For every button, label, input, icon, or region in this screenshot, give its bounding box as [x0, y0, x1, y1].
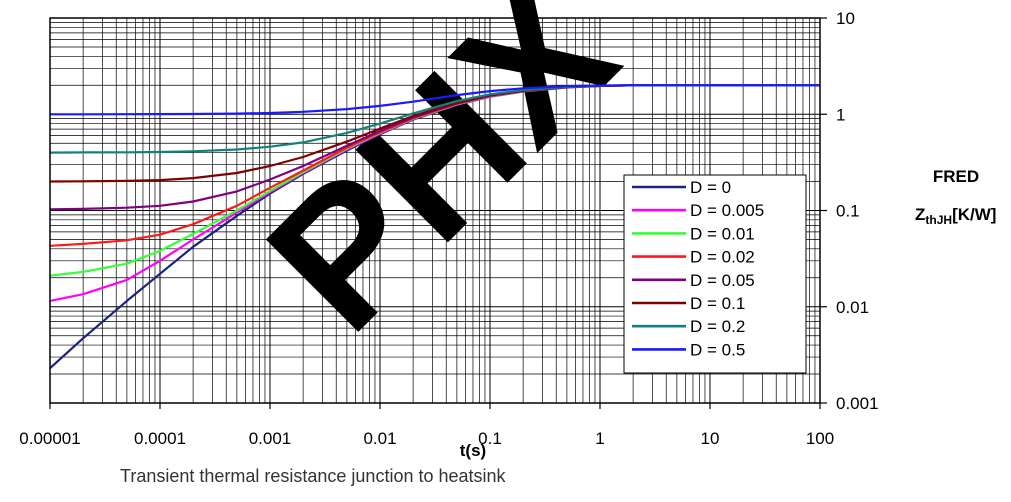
watermark-text: PHX — [228, 0, 654, 370]
x-tick-label: 0.0001 — [134, 429, 186, 448]
y-tick-labels: 10 1 0.1 0.01 0.001 — [836, 9, 879, 413]
legend-entry: D = 0.1 — [690, 294, 745, 313]
series-layer — [49, 84, 820, 370]
x-tick-label: 100 — [806, 429, 834, 448]
legend-entry: D = 0 — [690, 178, 731, 197]
legend-box — [623, 174, 807, 374]
x-tick-label: 0.001 — [249, 429, 292, 448]
y-tick-label: 10 — [836, 9, 855, 28]
y-tick-label: 0.001 — [836, 394, 879, 413]
y-axis-label-main: Z — [915, 205, 925, 224]
y-tick-label: 1 — [836, 105, 845, 124]
series-line — [50, 84, 820, 116]
y-tick-label: 0.1 — [836, 202, 860, 221]
legend: D = 0 D = 0.005 D = 0.01 D = 0.02 D = 0.05 D … — [623, 174, 807, 374]
y-axis-label-line1: FRED — [933, 167, 979, 186]
y-axis-label-sub: thJH — [925, 213, 952, 227]
legend-entry: D = 0.02 — [690, 248, 755, 267]
legend-entry: D = 0.01 — [690, 224, 755, 243]
x-tick-label: 0.1 — [478, 429, 502, 448]
caption: Transient thermal resistance junction to… — [120, 466, 506, 486]
x-axis-label: t(s) — [460, 441, 486, 460]
legend-entry: D = 0.05 — [690, 271, 755, 290]
legend-entry: D = 0.005 — [690, 201, 764, 220]
legend-entry: D = 0.2 — [690, 317, 745, 336]
x-tick-labels: 0.00001 0.0001 0.001 0.01 0.1 1 10 100 — [19, 429, 834, 448]
plot-frame — [49, 17, 821, 404]
legend-entry: D = 0.5 — [690, 340, 745, 359]
x-tick-label: 10 — [701, 429, 720, 448]
x-tick-label: 0.00001 — [19, 429, 80, 448]
x-tick-label: 1 — [595, 429, 604, 448]
y-axis-label-unit: [K/W] — [952, 205, 996, 224]
y-axis-label-line2: ZthJH[K/W] — [915, 205, 996, 227]
y-tick-label: 0.01 — [836, 298, 869, 317]
x-tick-label: 0.01 — [363, 429, 396, 448]
